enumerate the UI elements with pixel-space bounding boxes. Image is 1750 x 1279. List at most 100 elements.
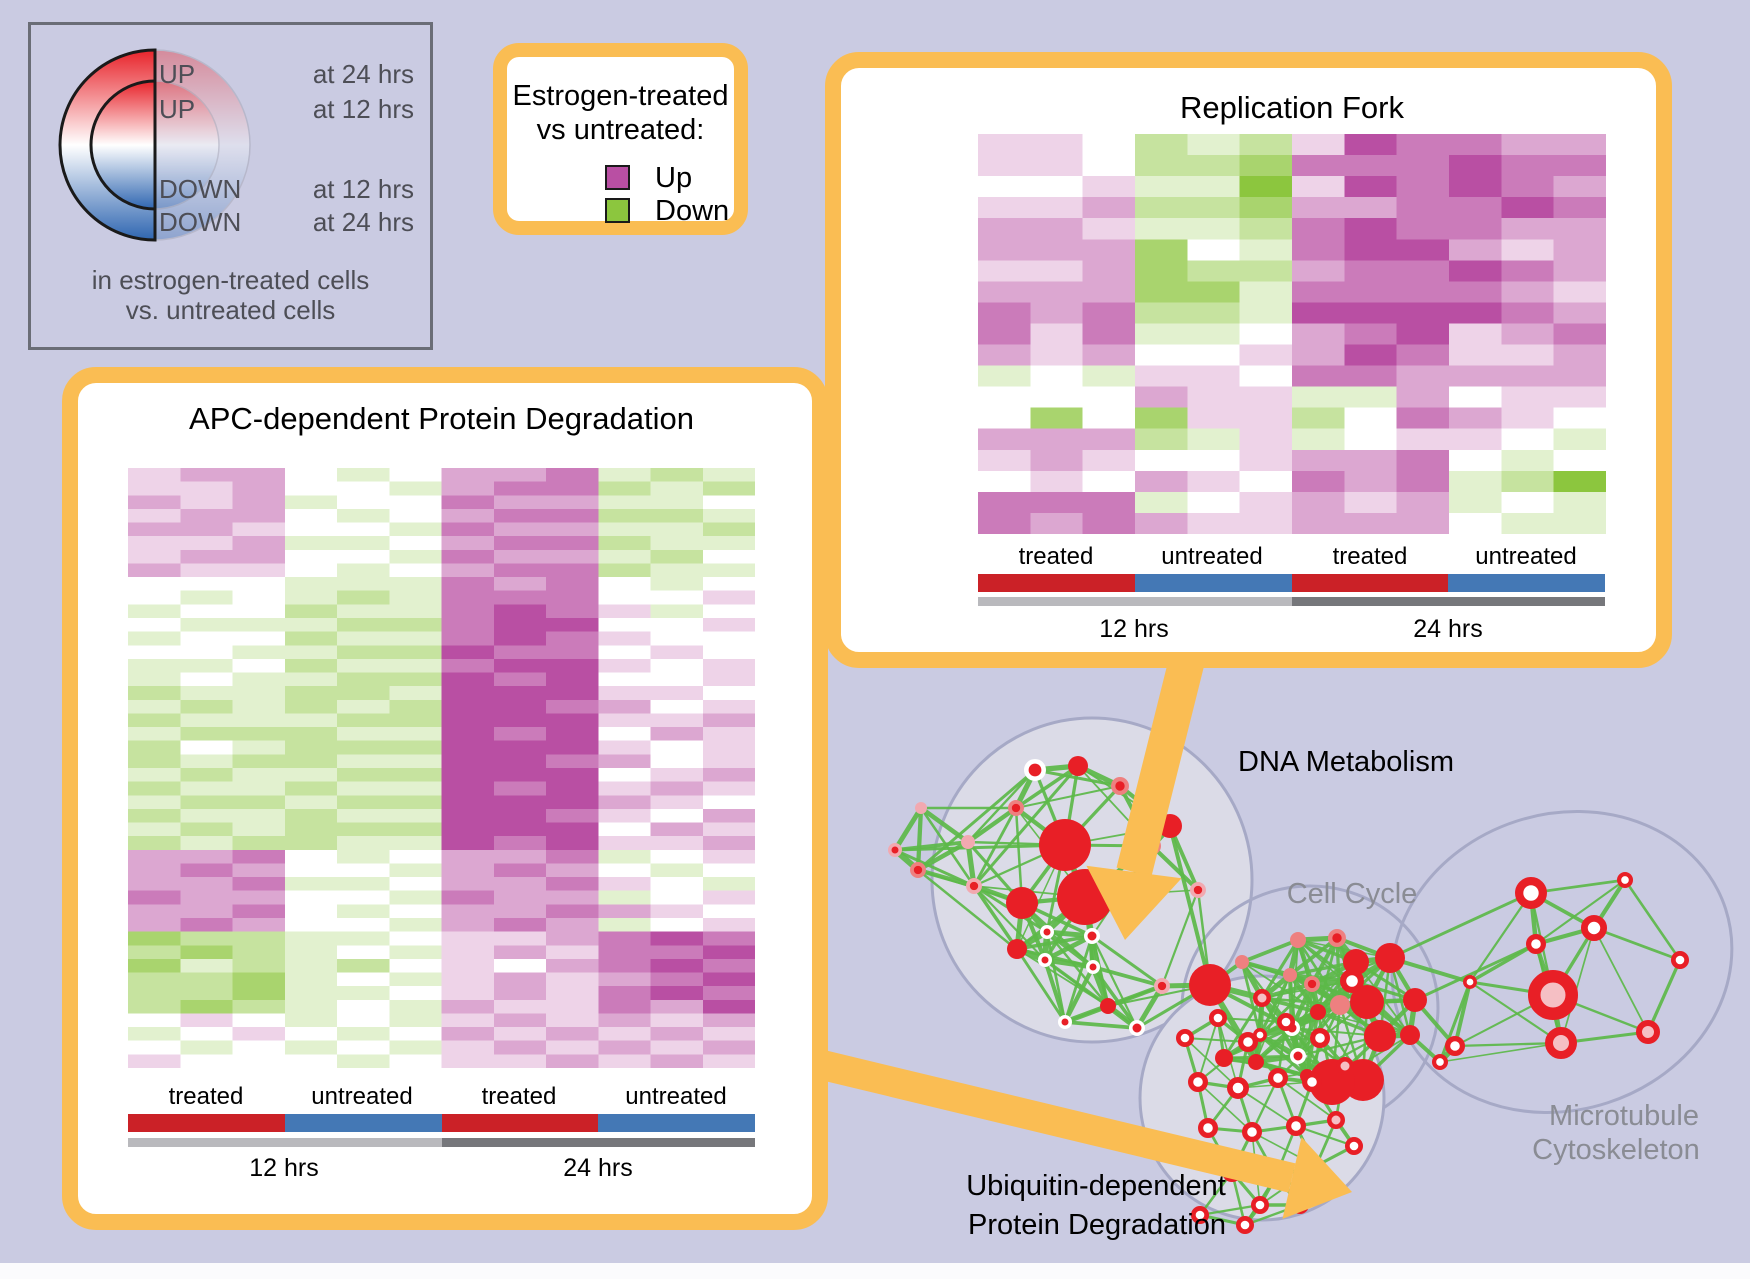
heatmap-cell: [650, 1013, 704, 1028]
network-edge: [1258, 1033, 1309, 1078]
heatmap-cell: [1553, 491, 1606, 514]
heatmap-cell: [284, 754, 338, 769]
heatmap-cell: [441, 999, 495, 1014]
heatmap-cell: [493, 795, 547, 810]
heatmap-cell: [1239, 281, 1293, 303]
network-edge: [1646, 958, 1682, 1034]
heatmap-cell: [598, 863, 651, 878]
heatmap-cell: [1030, 491, 1084, 514]
heatmap-cell: [598, 522, 651, 537]
heatmap-cell: [1239, 449, 1293, 472]
heatmap-cell: [1396, 134, 1450, 156]
heatmap-cell: [1501, 302, 1555, 324]
heatmap-cell: [441, 972, 495, 987]
heatmap-cell: [128, 931, 181, 946]
heatmap-cell: [702, 672, 755, 687]
heatmap-cell: [1030, 512, 1084, 534]
heatmap-cell: [1501, 260, 1555, 282]
heatmap-cell: [232, 754, 286, 769]
network-edge: [918, 805, 971, 845]
heatmap-cell: [546, 918, 599, 933]
heatmap-cell: [546, 1054, 599, 1068]
network-edge: [1042, 933, 1095, 963]
heatmap-cell: [1082, 197, 1136, 219]
heatmap-cell: [389, 658, 442, 674]
heatmap-cell: [493, 918, 547, 933]
heatmap-cell: [284, 849, 338, 864]
heatmap-cell: [1396, 239, 1450, 261]
network-edge: [1592, 926, 1682, 962]
heatmap-cell: [702, 727, 755, 742]
heatmap-cell: [1082, 512, 1136, 534]
apc-heatmap-box: APC-dependent Protein Degradation treate…: [62, 367, 828, 1230]
heatmap-cell: [441, 849, 495, 864]
heatmap-cell: [978, 344, 1031, 367]
network-edge: [1042, 957, 1068, 1025]
heatmap-cell: [598, 686, 651, 701]
heatmap-cell: [546, 863, 599, 878]
network-node-rp: [1336, 1057, 1354, 1075]
heatmap-cell: [650, 508, 704, 524]
heatmap-cell: [441, 863, 495, 878]
heatmap-cell: [598, 563, 651, 578]
heatmap-cell: [702, 1027, 755, 1042]
heatmap-cell: [180, 1040, 233, 1055]
heatmap-cell: [284, 713, 338, 728]
heatmap-cell: [598, 754, 651, 769]
heatmap-cell: [1449, 512, 1502, 534]
rf-col-label-untreated-12: untreated: [1161, 543, 1263, 570]
heatmap-cell: [1501, 323, 1555, 346]
apc-heatmap: [128, 468, 755, 1068]
heatmap-cell: [1135, 218, 1188, 240]
heatmap-cell: [1187, 344, 1241, 367]
apc-12hrs-label: 12 hrs: [249, 1154, 319, 1182]
heatmap-cell: [702, 877, 755, 892]
network-node-red: [1189, 964, 1231, 1006]
heatmap-cell: [1396, 197, 1450, 219]
heatmap-cell: [1030, 260, 1084, 282]
heatmap-cell: [1501, 512, 1555, 534]
heatmap-cell: [546, 822, 599, 837]
heatmap-cell: [650, 727, 704, 742]
heatmap-cell: [1292, 323, 1345, 346]
network-bridge-edge: [1168, 824, 1212, 987]
heatmap-cell: [337, 536, 390, 551]
heatmap-cell: [337, 849, 390, 864]
heatmap-cell: [1030, 218, 1084, 240]
heatmap-cell: [128, 918, 181, 933]
heatmap-cell: [650, 918, 704, 933]
heatmap-cell: [650, 481, 704, 496]
heatmap-cell: [650, 863, 704, 878]
heatmap-cell: [284, 481, 338, 496]
heatmap-cell: [441, 645, 495, 660]
heatmap-cell: [978, 386, 1031, 409]
network-edge: [1439, 1042, 1562, 1063]
heatmap-cell: [546, 618, 599, 633]
heatmap-cell: [389, 508, 442, 524]
heatmap-cell: [978, 176, 1031, 198]
network-node-wr: [1129, 1020, 1145, 1036]
heatmap-cell: [1187, 302, 1241, 324]
heatmap-cell: [441, 508, 495, 524]
heatmap-cell: [598, 877, 651, 892]
heatmap-cell: [180, 1027, 233, 1042]
heatmap-cell: [1344, 197, 1398, 219]
heatmap-cell: [1449, 491, 1502, 514]
heatmap-cell: [180, 713, 233, 728]
heatmap-cell: [232, 645, 286, 660]
heatmap-cell: [650, 1054, 704, 1068]
heatmap-cell: [546, 849, 599, 864]
legend-down-inner-time: at 12 hrs: [312, 174, 414, 204]
network-node-salmon: [1330, 995, 1350, 1015]
heatmap-cell: [232, 481, 286, 496]
heatmap-cell: [1344, 449, 1398, 472]
network-node-sr: [1304, 976, 1320, 992]
heatmap-cell: [284, 822, 338, 837]
heatmap-cell: [1135, 134, 1188, 156]
heatmap-cell: [702, 945, 755, 960]
network-edge: [1240, 960, 1262, 1037]
heatmap-cell: [650, 631, 704, 646]
heatmap-cell: [1187, 407, 1241, 430]
heatmap-cell: [232, 713, 286, 728]
rf-to-network-arrow-head: [1086, 865, 1182, 940]
